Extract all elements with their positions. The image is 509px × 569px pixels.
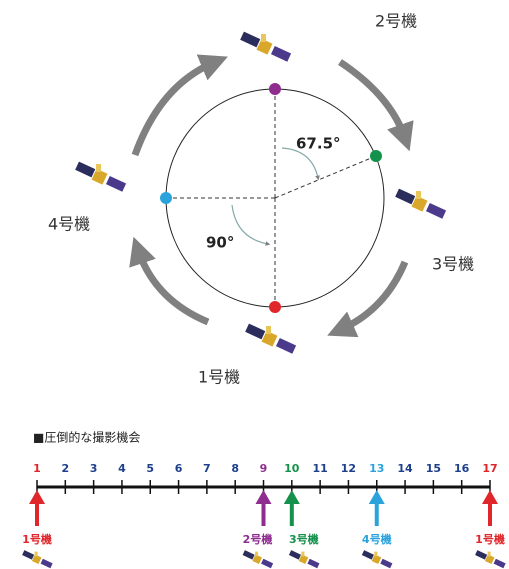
satellite-icon (240, 31, 292, 62)
arrow-label: 3号機 (289, 532, 319, 546)
arrow-label: 4号機 (362, 532, 392, 546)
tick-label: 9 (260, 462, 268, 475)
arrow-label: 1号機 (475, 532, 505, 546)
tick-label: 3 (90, 462, 98, 475)
tick-label: 13 (369, 462, 384, 475)
satellite-icon (288, 550, 320, 569)
satellite-icon (395, 188, 447, 219)
tick-label: 11 (312, 462, 327, 475)
orbit-diagram: 2号機 3号機 1号機 4号機 67.5° 90° (48, 12, 474, 387)
dot-1 (269, 301, 281, 313)
tick-label: 14 (397, 462, 413, 475)
angle-label: 67.5° (296, 135, 341, 153)
timeline-title: ■圧倒的な撮影機会 (33, 430, 140, 445)
arrow-head (482, 490, 498, 504)
dashed-lines (166, 89, 377, 307)
satellite-label: 4号機 (48, 215, 90, 234)
arrow-head (283, 490, 300, 504)
satellite-label: 1号機 (198, 368, 240, 387)
tick-label: 7 (203, 462, 211, 475)
arrow-label: 1号機 (22, 532, 52, 546)
arrow-head (29, 490, 45, 504)
arrow-label: 2号機 (243, 532, 273, 546)
satellite-icon (22, 550, 53, 569)
satellite-icon (475, 550, 506, 569)
angle-arcs (231, 147, 320, 246)
satellite-icon (75, 161, 127, 192)
dot-4 (160, 192, 172, 204)
arrow-head (255, 490, 272, 504)
tick-label: 17 (482, 462, 497, 475)
orbit-arrows (129, 54, 414, 338)
satellite-label: 2号機 (375, 12, 417, 31)
tick-label: 16 (454, 462, 470, 475)
tick-label: 2 (61, 462, 69, 475)
dot-3 (370, 150, 382, 162)
tick-label: 15 (426, 462, 441, 475)
tick-label: 12 (341, 462, 356, 475)
tick-label: 4 (118, 462, 126, 475)
satellite-icon (361, 550, 393, 569)
angle-label: 90° (206, 234, 234, 252)
satellite-icon (245, 323, 297, 354)
satellite-icon (242, 550, 274, 569)
tick-label: 10 (284, 462, 300, 475)
dot-2 (269, 83, 281, 95)
tick-label: 5 (146, 462, 154, 475)
tick-label: 6 (175, 462, 183, 475)
satellite-label: 3号機 (432, 255, 474, 274)
tick-label: 1 (33, 462, 41, 475)
arrow-head (368, 490, 385, 504)
tick-label: 8 (231, 462, 239, 475)
